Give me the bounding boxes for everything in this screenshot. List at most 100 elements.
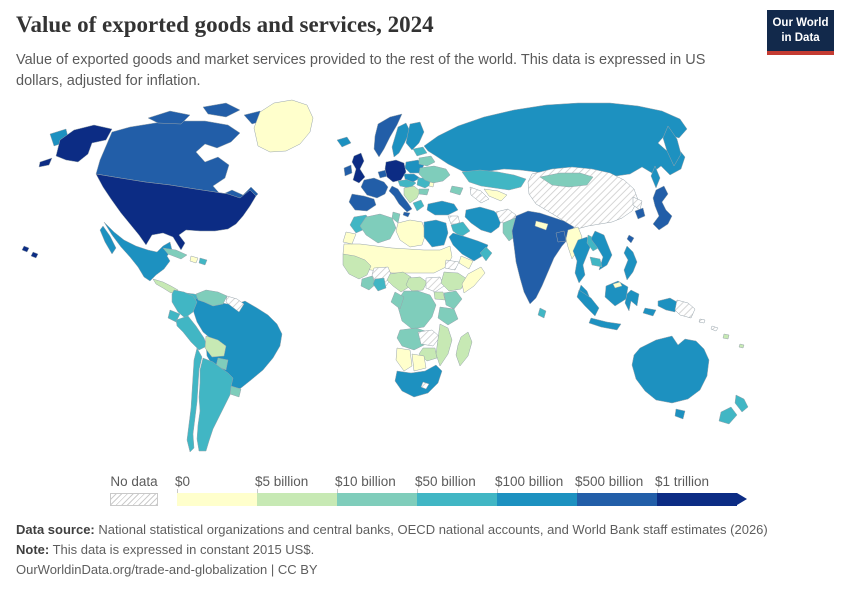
region-nepal[interactable] [534, 220, 549, 231]
legend-bin-1[interactable]: $5 billion [255, 474, 337, 506]
region-argentina[interactable] [196, 357, 234, 452]
region-russia[interactable] [423, 102, 688, 179]
region-norway[interactable] [373, 113, 403, 158]
region-usa[interactable] [95, 173, 257, 251]
region-iceland[interactable] [336, 136, 352, 148]
region-ivory-coast[interactable] [360, 275, 377, 291]
legend-bin-3[interactable]: $50 billion [415, 474, 497, 506]
region-mongolia[interactable] [539, 172, 594, 188]
region-indonesia-maluku[interactable] [642, 307, 657, 317]
region-greece[interactable] [412, 199, 425, 212]
region-peru[interactable] [175, 315, 208, 351]
region-italy[interactable] [388, 185, 413, 213]
region-namibia[interactable] [395, 347, 413, 372]
region-ireland[interactable] [343, 164, 353, 177]
region-botswana[interactable] [411, 353, 427, 372]
region-italy-sicily[interactable] [402, 211, 411, 218]
legend-bin-0[interactable]: $0 [175, 474, 257, 506]
region-balkans[interactable] [403, 185, 421, 204]
region-hawaii[interactable] [21, 245, 39, 259]
region-zambia[interactable] [417, 329, 441, 347]
region-south-africa[interactable] [394, 364, 443, 398]
region-saudi-arabia[interactable] [448, 232, 489, 262]
region-egypt[interactable] [423, 219, 449, 248]
region-cameroon[interactable] [405, 276, 428, 292]
region-greenland[interactable] [253, 99, 314, 153]
region-moldova[interactable] [428, 181, 435, 188]
region-turkey[interactable] [426, 200, 459, 216]
legend-bin-4[interactable]: $100 billion [495, 474, 577, 506]
region-uganda[interactable] [433, 291, 446, 301]
region-new-zealand-north[interactable] [734, 394, 749, 413]
region-western-sahara[interactable] [342, 231, 357, 245]
region-baltics[interactable] [412, 146, 428, 157]
region-uk[interactable] [351, 152, 366, 184]
region-australia-tasmania[interactable] [674, 408, 686, 420]
region-venezuela[interactable] [195, 289, 228, 307]
region-finland[interactable] [405, 121, 425, 151]
region-bangladesh[interactable] [555, 230, 567, 243]
region-chile[interactable] [186, 347, 203, 453]
region-bolivia[interactable] [204, 335, 227, 358]
region-haiti[interactable] [189, 255, 199, 264]
region-czech-slovakia[interactable] [403, 173, 421, 183]
region-indonesia-java[interactable] [588, 317, 622, 331]
region-ghana[interactable] [372, 277, 387, 292]
legend-no-data[interactable]: No data [110, 474, 158, 506]
region-philippines[interactable] [623, 245, 638, 281]
region-germany[interactable] [384, 159, 407, 183]
region-nigeria[interactable] [386, 271, 412, 293]
region-libya[interactable] [395, 219, 427, 248]
region-turkmenistan[interactable] [469, 186, 490, 204]
region-russia-kamchatka[interactable] [662, 125, 682, 167]
region-dominican-republic[interactable] [198, 257, 208, 266]
region-indonesia-sumatra[interactable] [576, 289, 600, 317]
region-ecuador[interactable] [167, 309, 181, 323]
legend-bin-6[interactable]: $1 trillion [655, 474, 737, 506]
region-australia[interactable] [631, 335, 710, 404]
legend-bin-2[interactable]: $10 billion [335, 474, 417, 506]
region-colombia[interactable] [171, 289, 198, 319]
region-caucasus[interactable] [449, 185, 464, 196]
region-indonesia-sulawesi[interactable] [624, 289, 640, 312]
region-belarus[interactable] [418, 155, 436, 167]
region-south-korea[interactable] [634, 207, 646, 220]
region-taiwan[interactable] [626, 234, 635, 244]
region-iberia[interactable] [348, 193, 377, 212]
region-indonesia-west-papua[interactable] [657, 297, 678, 313]
region-yemen[interactable] [458, 255, 474, 270]
owid-logo[interactable]: Our World in Data [767, 10, 834, 55]
region-mexico-baja[interactable] [99, 225, 117, 255]
region-ethiopia[interactable] [440, 271, 468, 292]
region-somalia[interactable] [461, 266, 486, 294]
region-cuba[interactable] [162, 247, 188, 260]
region-iran[interactable] [464, 206, 503, 234]
region-tanzania[interactable] [437, 306, 459, 326]
region-usa-aleutians[interactable] [38, 157, 53, 168]
region-papua-new-guinea[interactable] [674, 299, 696, 319]
region-uzbekistan[interactable] [483, 188, 508, 202]
region-madagascar[interactable] [455, 331, 473, 367]
region-oman[interactable] [479, 246, 493, 262]
region-usa-alaska[interactable] [55, 124, 113, 163]
region-russia-sakhalin[interactable] [650, 165, 661, 189]
region-japan[interactable] [652, 185, 673, 231]
region-eritrea[interactable] [444, 259, 460, 271]
region-new-zealand-south[interactable] [718, 406, 738, 425]
region-mozambique[interactable] [435, 323, 453, 367]
footer-link[interactable]: OurWorldinData.org/trade-and-globalizati… [16, 562, 318, 577]
region-congo-gabon[interactable] [390, 291, 405, 310]
region-vietnam[interactable] [590, 230, 613, 271]
region-senegal-guinea[interactable] [342, 253, 372, 280]
region-sri-lanka[interactable] [537, 307, 547, 319]
region-sweden[interactable] [391, 122, 411, 158]
region-brunei[interactable] [612, 281, 623, 289]
region-cambodia[interactable] [589, 256, 603, 268]
region-fiji[interactable] [722, 333, 745, 349]
region-canada-arctic-1[interactable] [147, 110, 191, 125]
region-kazakhstan[interactable] [461, 169, 527, 191]
region-north-korea[interactable] [632, 196, 643, 211]
region-ukraine[interactable] [418, 165, 451, 184]
region-guyana[interactable] [225, 295, 245, 313]
region-lesotho[interactable] [420, 381, 430, 390]
